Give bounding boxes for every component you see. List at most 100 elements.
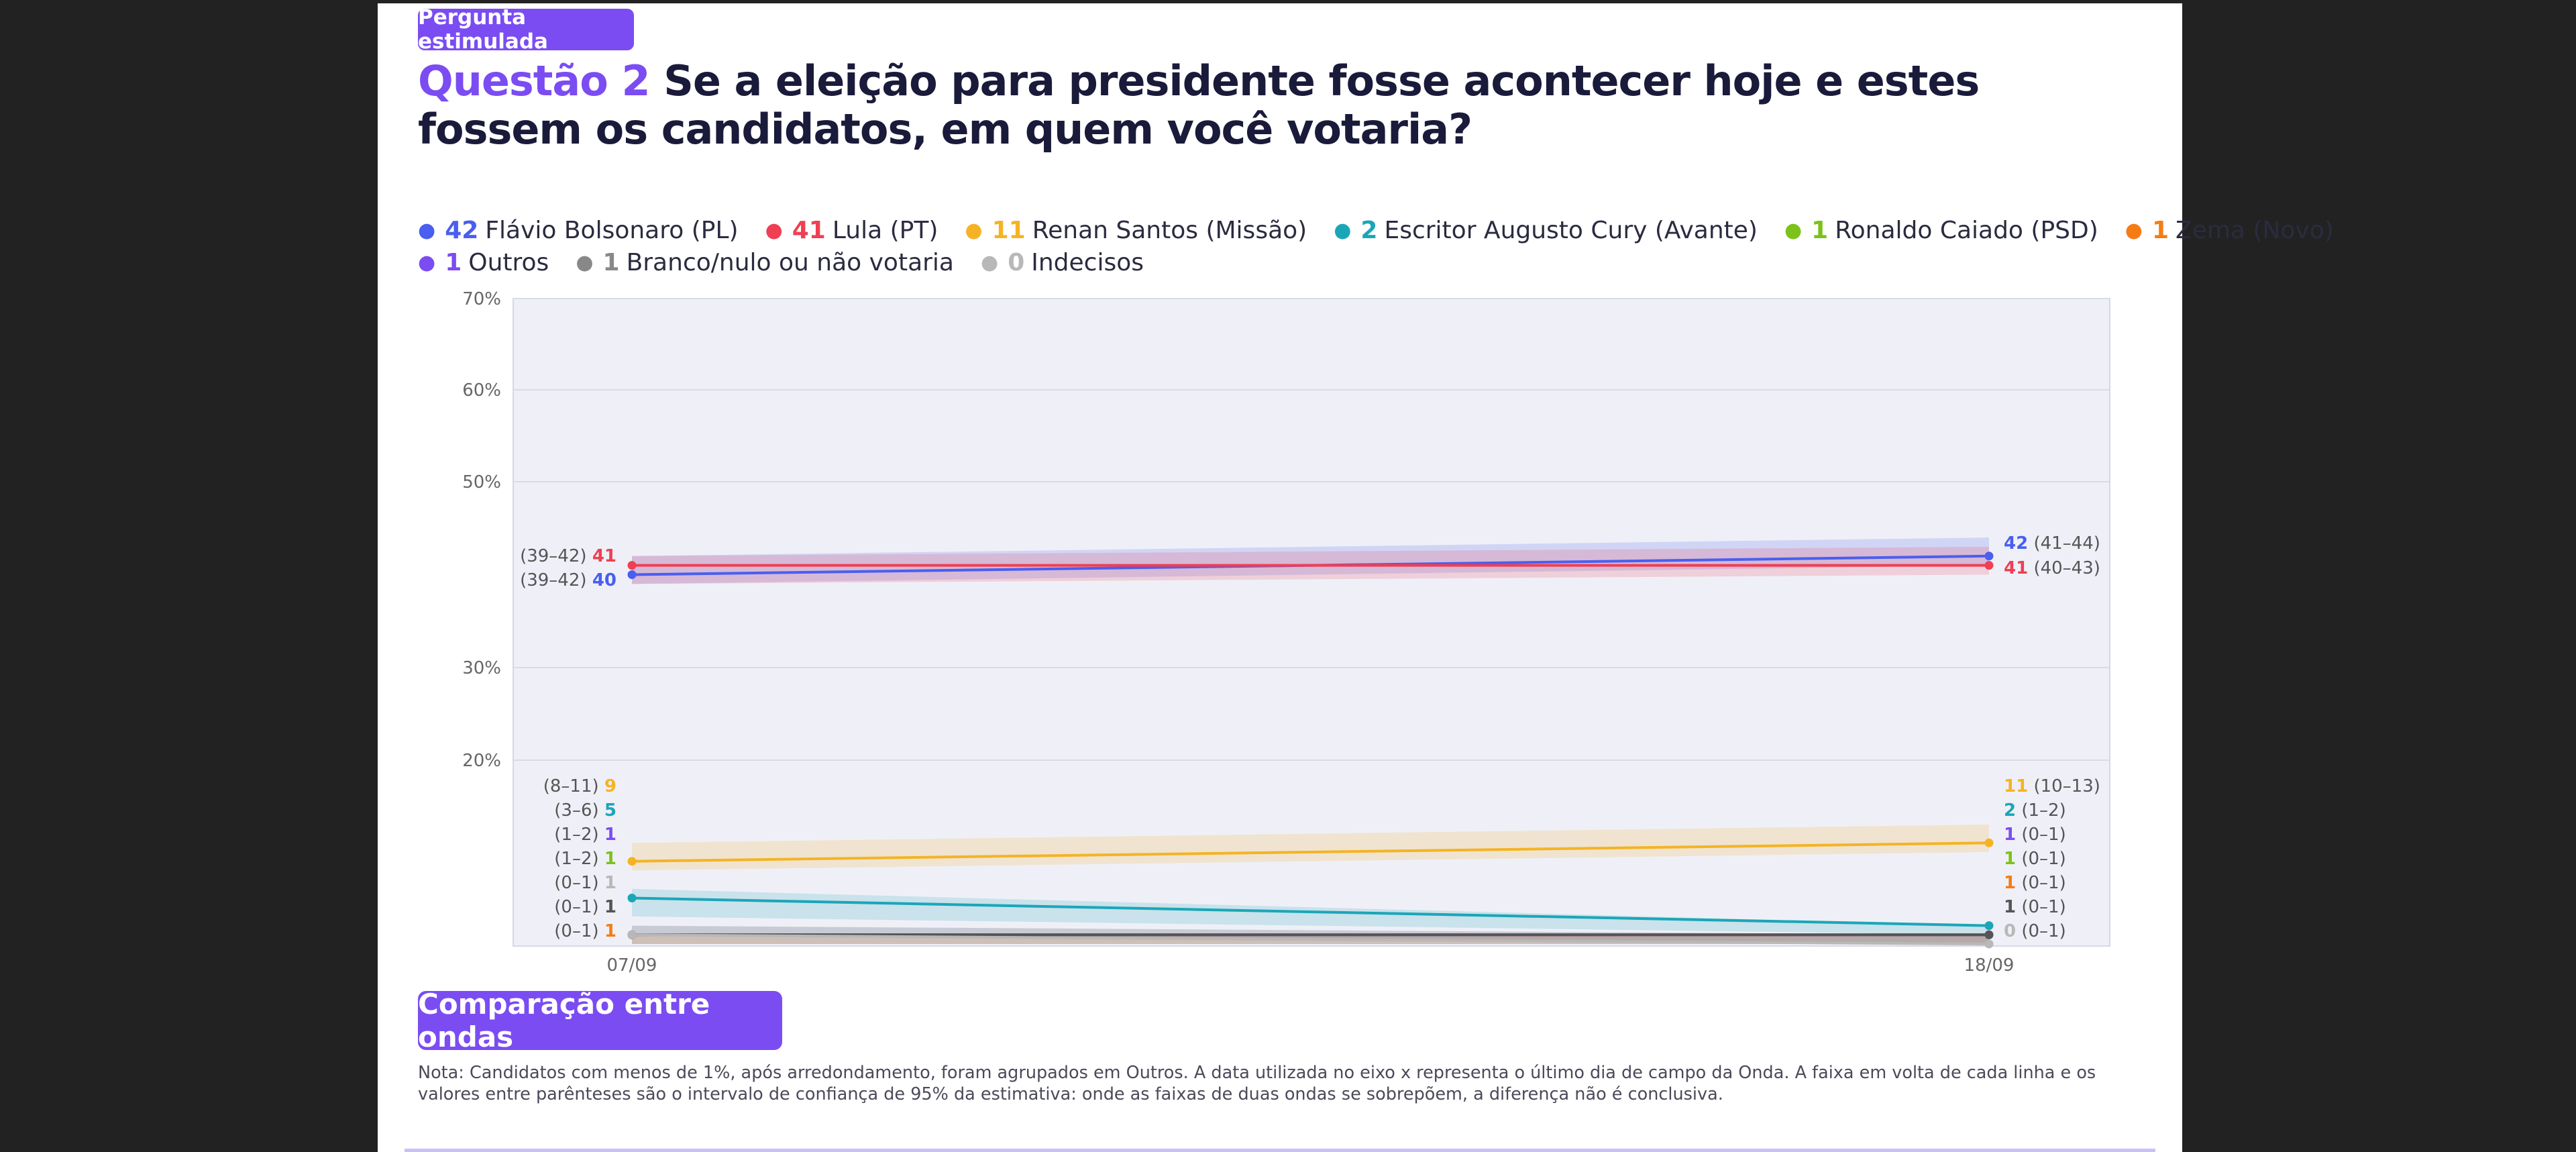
legend-value: 1 [602, 249, 620, 276]
value-text: 41 [2004, 558, 2028, 578]
ci-text: (1–2) [554, 849, 598, 869]
x-tick-label: 07/09 [607, 955, 657, 976]
series-lines [631, 554, 1990, 945]
question-title: Questão 2 Se a eleição para presidente f… [418, 57, 2135, 154]
legend-label: Branco/nulo ou não votaria [626, 249, 954, 276]
legend-value: 1 [1811, 217, 1829, 244]
legend-item: ● 0 Indecisos [981, 247, 1144, 279]
label-gap [2016, 921, 2021, 941]
legend-item: ● 1 Ronaldo Caiado (PSD) [1784, 215, 2098, 247]
ci-text: (39–42) [520, 546, 586, 566]
ci-text: (0–1) [554, 897, 598, 917]
legend-item: ● 11 Renan Santos (Missão) [965, 215, 1307, 247]
confidence-band [632, 824, 1989, 871]
label-gap [599, 800, 604, 821]
value-label: 42 (41–44) [2004, 533, 2100, 554]
value-label: 41 (40–43) [2004, 558, 2100, 578]
label-gap [599, 921, 604, 941]
value-text: 1 [604, 897, 616, 917]
value-text: 5 [604, 800, 616, 821]
ci-text: (0–1) [2021, 897, 2065, 917]
ci-text: (10–13) [2033, 776, 2100, 796]
y-tick-label: 60% [462, 380, 501, 401]
ci-text: (0–1) [2021, 873, 2065, 893]
value-label: (39–42) 41 [520, 546, 616, 566]
legend-item: ● 41 Lula (PT) [765, 215, 938, 247]
series-point [1984, 561, 1994, 570]
value-text: 42 [2004, 533, 2028, 554]
value-label: 1 (0–1) [2004, 873, 2066, 893]
label-gap [2016, 873, 2021, 893]
x-axis: 07/09 18/09 [607, 955, 2015, 976]
legend-item: ● 42 Flávio Bolsonaro (PL) [418, 215, 739, 247]
value-text: 1 [2004, 873, 2016, 893]
y-tick-label: 50% [462, 472, 501, 492]
value-label: (8–11) 9 [543, 776, 616, 796]
value-label: (0–1) 1 [554, 897, 616, 917]
label-gap [587, 570, 592, 590]
label-gap [599, 825, 604, 845]
legend-label: Zema (Novo) [2176, 217, 2334, 244]
series-point [1984, 930, 1994, 939]
legend-row: ● 1 Outros ● 1 Branco/nulo ou não votaria ● 0 In… [418, 247, 2162, 279]
legend-dot-icon: ● [1334, 219, 1352, 242]
legend-dot-icon: ● [981, 251, 999, 274]
y-tick-label: 70% [462, 289, 501, 309]
value-label: 1 (0–1) [2004, 849, 2066, 869]
value-label: 1 (0–1) [2004, 897, 2066, 917]
x-tick-label: 18/09 [1964, 955, 2015, 976]
y-axis: 70% 60% 50% 30% 20% [462, 289, 501, 771]
series-point [627, 570, 637, 579]
label-gap [2028, 776, 2033, 796]
legend-value: 1 [445, 249, 462, 276]
value-text: 1 [2004, 849, 2016, 869]
left-value-labels: (39–42) 41(39–42) 40(8–11) 9(3–6) 5(1–2)… [520, 546, 616, 941]
value-text: 1 [604, 921, 616, 941]
value-text: 9 [604, 776, 616, 796]
legend-item: ● 1 Branco/nulo ou não votaria [576, 247, 954, 279]
value-text: 1 [2004, 897, 2016, 917]
legend-item: ● 1 Outros [418, 247, 549, 279]
question-text: Se a eleição para presidente fosse acont… [418, 56, 1980, 154]
value-text: 2 [2004, 800, 2016, 821]
legend-label: Flávio Bolsonaro (PL) [485, 217, 739, 244]
value-text: 11 [2004, 776, 2028, 796]
value-label: (0–1) 1 [554, 921, 616, 941]
bottom-divider [405, 1149, 2155, 1152]
series-points [627, 552, 1994, 949]
series-point [1984, 838, 1994, 847]
legend-label: Ronaldo Caiado (PSD) [1835, 217, 2098, 244]
plot-background [513, 298, 2110, 947]
vote-intention-chart: 70%60%50%30%20% 07/09 18/09 (39–42) 41(39… [462, 289, 2110, 976]
series-point [1984, 921, 1994, 931]
legend-item: ● 2 Escritor Augusto Cury (Avante) [1334, 215, 1758, 247]
series-point [627, 561, 637, 570]
legend-row: ● 42 Flávio Bolsonaro (PL) ● 41 Lula (PT) ● 11 R… [418, 215, 2334, 247]
compare-waves-button[interactable]: Comparação entre ondas [418, 988, 782, 1053]
ci-text: (40–43) [2033, 558, 2100, 578]
value-text: 41 [592, 546, 616, 566]
legend-dot-icon: ● [418, 251, 436, 274]
series-line [631, 896, 1990, 927]
question-tag-badge: Pergunta estimulada [418, 5, 634, 54]
legend-dot-icon: ● [2125, 219, 2143, 242]
legend-dot-icon: ● [1784, 219, 1803, 242]
legend-dot-icon: ● [576, 251, 594, 274]
confidence-band [632, 537, 1989, 584]
label-gap [2016, 849, 2021, 869]
legend-item: ● 1 Zema (Novo) [2125, 215, 2334, 247]
ci-text: (0–1) [2021, 825, 2065, 845]
series-point [627, 894, 637, 902]
value-label: 2 (1–2) [2004, 800, 2066, 821]
legend-value: 0 [1008, 249, 1025, 276]
plot-area [513, 298, 2110, 947]
ci-text: (0–1) [554, 921, 598, 941]
gridlines [513, 298, 2110, 761]
series-line [631, 933, 1990, 945]
legend-value: 2 [1360, 217, 1378, 244]
value-label: (39–42) 40 [520, 570, 616, 590]
y-tick-label: 20% [462, 751, 501, 771]
value-text: 1 [604, 873, 616, 893]
value-label: 0 (0–1) [2004, 921, 2066, 941]
value-label: 11 (10–13) [2004, 776, 2100, 796]
